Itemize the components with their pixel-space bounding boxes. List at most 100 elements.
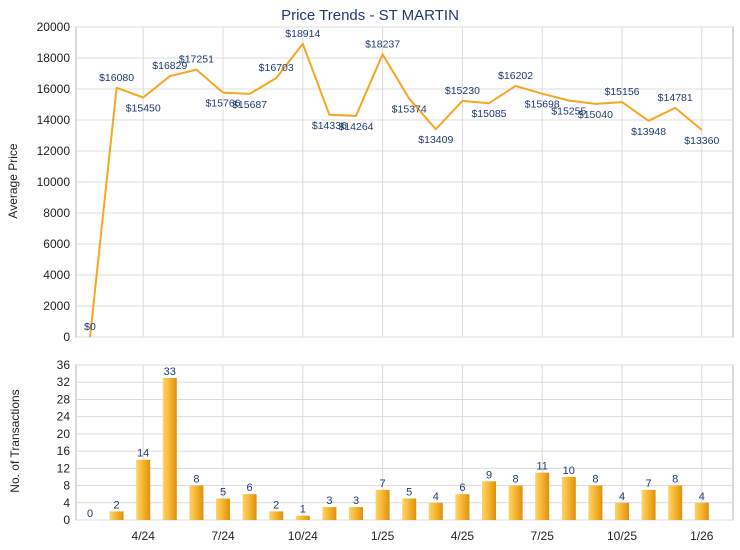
price-point-label: $18914 bbox=[285, 28, 320, 40]
price-point-label: $0 bbox=[84, 321, 96, 333]
transaction-bar-label: 1 bbox=[300, 504, 306, 516]
x-tick-label: 7/25 bbox=[531, 529, 555, 543]
transaction-bar bbox=[322, 507, 337, 520]
price-point-label: $17251 bbox=[179, 54, 214, 66]
price-point-label: $18237 bbox=[365, 38, 400, 50]
transaction-bar bbox=[189, 485, 204, 520]
transaction-bar bbox=[375, 489, 390, 520]
transaction-bar-label: 4 bbox=[699, 491, 705, 503]
transaction-bar bbox=[535, 472, 550, 520]
price-point-label: $15374 bbox=[392, 104, 427, 116]
x-tick-label: 4/25 bbox=[451, 529, 475, 543]
transaction-bar-label: 8 bbox=[672, 474, 678, 486]
price-point-label: $15687 bbox=[232, 99, 267, 111]
x-tick-label: 10/25 bbox=[607, 529, 637, 543]
transaction-bar bbox=[561, 476, 576, 520]
price-point-label: $16202 bbox=[498, 70, 533, 82]
x-tick-label: 1/25 bbox=[371, 529, 395, 543]
transaction-bar-label: 9 bbox=[486, 469, 492, 481]
transaction-bar-label: 14 bbox=[137, 448, 149, 460]
transaction-bar bbox=[162, 377, 177, 520]
transactions-y-tick-label: 4 bbox=[63, 496, 70, 510]
price-point-label: $13360 bbox=[684, 135, 719, 147]
price-point-label: $15040 bbox=[578, 109, 613, 121]
transaction-bar bbox=[508, 485, 523, 520]
transactions-y-tick-label: 12 bbox=[57, 461, 71, 475]
transaction-bar bbox=[641, 489, 656, 520]
price-point-label: $15230 bbox=[445, 85, 480, 97]
transaction-bar-label: 4 bbox=[619, 491, 625, 503]
transaction-bar-label: 0 bbox=[87, 508, 93, 520]
x-tick-label: 7/24 bbox=[211, 529, 235, 543]
transaction-bar bbox=[615, 502, 629, 520]
transaction-bar bbox=[402, 498, 417, 520]
price-y-tick-label: 4000 bbox=[43, 268, 70, 282]
price-y-tick-label: 20000 bbox=[37, 20, 71, 34]
transaction-bar bbox=[668, 485, 683, 520]
transaction-bar-label: 8 bbox=[193, 474, 199, 486]
transaction-bar-label: 3 bbox=[326, 495, 332, 507]
transactions-y-tick-label: 28 bbox=[57, 392, 71, 406]
price-y-tick-label: 16000 bbox=[37, 82, 71, 96]
transaction-bar-label: 2 bbox=[273, 499, 279, 511]
transaction-bar bbox=[428, 502, 443, 520]
transaction-bar bbox=[136, 459, 151, 520]
transactions-y-tick-label: 24 bbox=[57, 410, 71, 424]
price-point-label: $13409 bbox=[418, 134, 453, 146]
transaction-bar-label: 8 bbox=[513, 474, 519, 486]
transaction-bar bbox=[109, 511, 124, 520]
transaction-bar bbox=[694, 502, 709, 520]
price-point-label: $14781 bbox=[658, 92, 693, 104]
price-point-label: $14336 bbox=[312, 120, 347, 132]
transaction-bar-label: 11 bbox=[536, 461, 547, 473]
price-y-tick-label: 2000 bbox=[43, 299, 70, 313]
transaction-bar bbox=[588, 485, 603, 520]
chart-title: Price Trends - ST MARTIN bbox=[281, 7, 459, 24]
price-y-tick-label: 18000 bbox=[37, 51, 71, 65]
price-y-tick-label: 6000 bbox=[43, 237, 70, 251]
transactions-y-tick-label: 32 bbox=[57, 375, 71, 389]
transactions-y-tick-label: 0 bbox=[63, 513, 70, 527]
price-point-label: $16080 bbox=[99, 72, 134, 84]
price-y-tick-label: 10000 bbox=[37, 175, 71, 189]
price-point-label: $15766 bbox=[205, 98, 240, 110]
price-y-tick-label: 12000 bbox=[37, 144, 71, 158]
transaction-bar-label: 2 bbox=[114, 499, 120, 511]
transaction-bar-label: 10 bbox=[563, 465, 575, 477]
x-tick-label: 1/26 bbox=[690, 529, 714, 543]
price-point-label: $15085 bbox=[471, 108, 506, 120]
price-point-label: $13948 bbox=[631, 126, 666, 138]
price-y-tick-label: 8000 bbox=[43, 206, 70, 220]
transaction-bar bbox=[295, 515, 310, 520]
transaction-bar-label: 6 bbox=[459, 482, 465, 494]
transactions-y-tick-label: 8 bbox=[63, 479, 70, 493]
transaction-bar-label: 6 bbox=[247, 482, 253, 494]
transaction-bar bbox=[349, 507, 363, 520]
transaction-bar bbox=[269, 511, 284, 520]
transaction-bar bbox=[242, 494, 257, 520]
transaction-bar-label: 7 bbox=[380, 478, 386, 490]
price-y-tick-label: 0 bbox=[63, 330, 70, 344]
transaction-bar-label: 3 bbox=[353, 495, 359, 507]
transactions-y-tick-label: 20 bbox=[57, 427, 71, 441]
transaction-bar-label: 5 bbox=[220, 486, 226, 498]
transaction-bar bbox=[216, 498, 230, 520]
transaction-bar-label: 33 bbox=[164, 366, 176, 378]
price-series-line bbox=[89, 42, 703, 338]
price-point-label: $15450 bbox=[126, 103, 161, 115]
transaction-bar-label: 7 bbox=[646, 478, 652, 490]
transaction-bar bbox=[455, 494, 470, 520]
price-point-label: $15255 bbox=[551, 106, 586, 118]
transactions-plot-area bbox=[75, 364, 734, 521]
transaction-bar-label: 4 bbox=[433, 491, 439, 503]
price-y-tick-label: 14000 bbox=[37, 113, 71, 127]
x-tick-label: 10/24 bbox=[288, 529, 318, 543]
x-tick-label: 4/24 bbox=[132, 529, 156, 543]
transactions-y-tick-label: 16 bbox=[57, 444, 71, 458]
price-point-label: $16703 bbox=[259, 62, 294, 74]
price-point-label: $14264 bbox=[338, 121, 373, 133]
price-point-label: $15698 bbox=[525, 99, 560, 111]
transaction-bar-label: 8 bbox=[592, 474, 598, 486]
